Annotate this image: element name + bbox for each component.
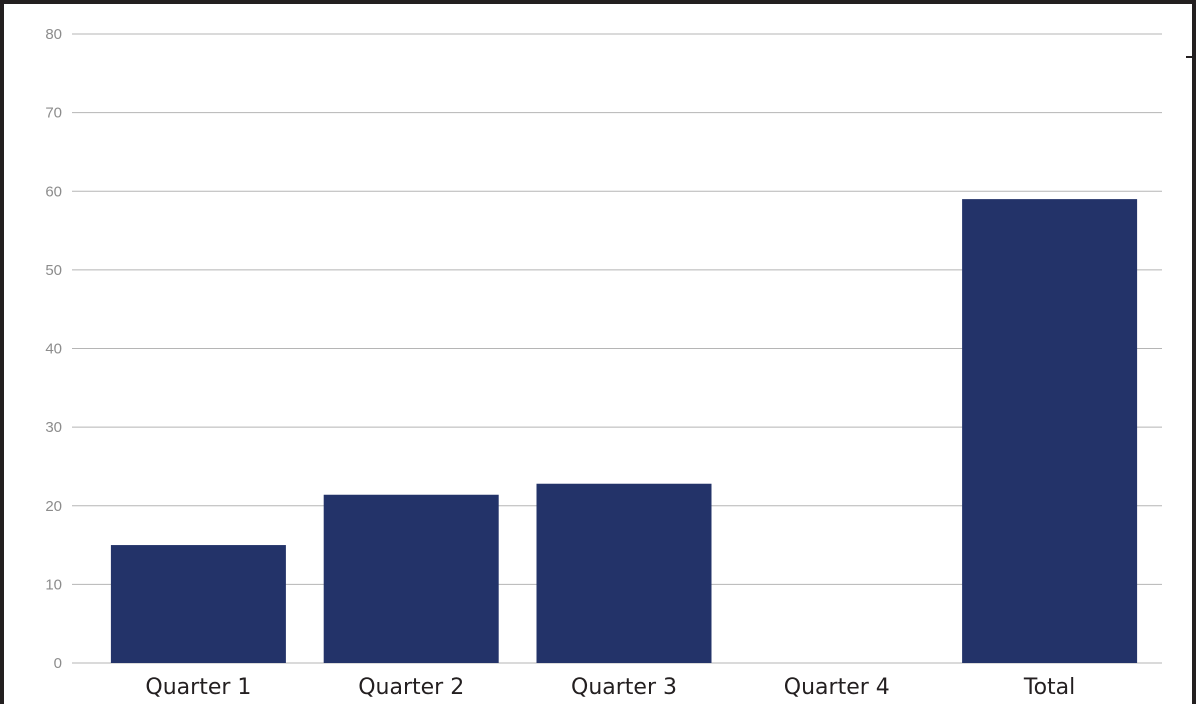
y-tick-label: 80 — [45, 26, 62, 43]
y-tick-label: 30 — [45, 419, 62, 436]
bar-quarter-3 — [536, 483, 712, 663]
y-tick-label: 40 — [45, 341, 62, 358]
x-category-label: Quarter 4 — [784, 675, 890, 700]
y-tick-label: 10 — [45, 576, 62, 593]
legend-marker — [1186, 56, 1194, 58]
y-tick-label: 70 — [45, 105, 62, 122]
y-tick-label: 20 — [45, 498, 62, 515]
x-category-label: Quarter 1 — [145, 675, 251, 700]
y-tick-label: 0 — [54, 655, 62, 672]
x-category-label: Total — [1023, 675, 1075, 700]
x-category-label: Quarter 2 — [358, 675, 464, 700]
y-axis: 0 10 20 30 40 50 60 70 80 — [45, 26, 62, 672]
bar-quarter-2 — [323, 494, 499, 663]
bars — [110, 199, 1138, 664]
chart-frame-right-edge — [1192, 0, 1196, 704]
bar-quarter-1 — [110, 545, 286, 663]
bar-total — [962, 199, 1138, 664]
y-tick-label: 50 — [45, 262, 62, 279]
y-tick-label: 60 — [45, 183, 62, 200]
x-category-label: Quarter 3 — [571, 675, 677, 700]
x-axis: Quarter 1 Quarter 2 Quarter 3 Quarter 4 Tota… — [145, 675, 1075, 700]
